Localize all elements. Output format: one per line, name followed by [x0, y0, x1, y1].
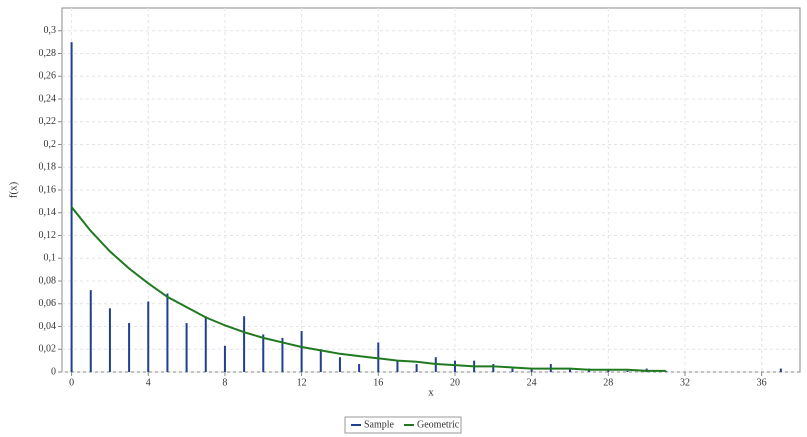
line [70, 206, 666, 372]
y-tick-label: 0,3 [44, 25, 57, 36]
y-tick-label: 0,1 [44, 253, 57, 264]
y-tick-label: 0,26 [39, 71, 57, 82]
x-tick-label: 28 [603, 377, 613, 388]
y-tick-label: 0,22 [39, 116, 57, 127]
y-tick-label: 0,16 [39, 184, 57, 195]
x-tick-label: 32 [680, 377, 690, 388]
y-tick-label: 0,18 [39, 162, 57, 173]
x-axis-label: x [428, 387, 434, 399]
x-tick-label: 12 [297, 377, 307, 388]
y-tick-label: 0,06 [39, 298, 57, 309]
y-tick-label: 0,04 [39, 321, 57, 332]
x-tick-label: 36 [757, 377, 767, 388]
y-tick-label: 0,08 [39, 275, 57, 286]
legend-box [344, 416, 462, 434]
legend-label: Sample [364, 419, 395, 430]
legend-label: Geometric [417, 419, 460, 430]
x-tick-label: 4 [146, 377, 151, 388]
x-tick-label: 0 [69, 377, 74, 388]
y-tick-label: 0,2 [44, 139, 57, 150]
y-axis-label: f(x) [8, 181, 20, 198]
x-tick-label: 8 [222, 377, 227, 388]
y-tick-label: 0 [51, 366, 56, 377]
x-tick-label: 16 [373, 377, 383, 388]
y-tick-label: 0,14 [39, 207, 57, 218]
x-tick-label: 20 [450, 377, 460, 388]
x-tick-label: 24 [527, 377, 537, 388]
y-tick-label: 0,12 [39, 230, 57, 241]
y-tick-label: 0,24 [39, 93, 57, 104]
y-tick-label: 0,02 [39, 344, 57, 355]
y-tick-label: 0,28 [39, 48, 57, 59]
